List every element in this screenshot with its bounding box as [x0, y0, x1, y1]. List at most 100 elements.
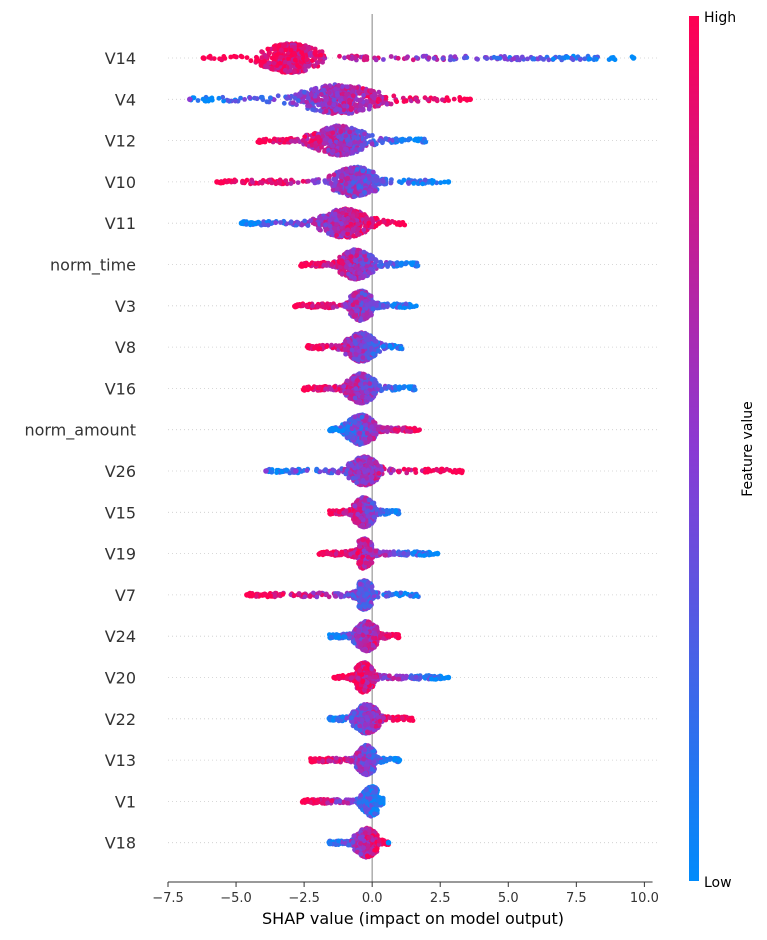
- feature-points-v16: [300, 371, 418, 406]
- data-point: [380, 178, 386, 184]
- data-point: [591, 57, 597, 63]
- data-point: [447, 57, 453, 63]
- data-point: [360, 261, 366, 267]
- data-point: [272, 136, 277, 142]
- data-point: [259, 55, 265, 60]
- data-point: [202, 98, 208, 104]
- data-point: [354, 299, 359, 305]
- data-point: [323, 108, 329, 114]
- data-point: [352, 175, 358, 181]
- data-point: [384, 101, 390, 107]
- data-point: [320, 304, 326, 310]
- data-point: [511, 56, 516, 62]
- data-point: [336, 83, 341, 88]
- data-point: [403, 261, 409, 267]
- data-point: [361, 92, 366, 98]
- data-point: [299, 50, 304, 55]
- data-point: [244, 55, 250, 60]
- data-point: [321, 140, 327, 146]
- data-point: [233, 178, 239, 184]
- data-point: [220, 180, 226, 186]
- data-point: [301, 302, 306, 308]
- data-point: [313, 143, 318, 149]
- data-point: [373, 141, 379, 147]
- data-point: [398, 345, 404, 351]
- data-point: [328, 180, 334, 186]
- data-point: [334, 222, 339, 227]
- data-point: [403, 55, 409, 61]
- data-point: [349, 267, 354, 273]
- data-point: [310, 178, 316, 184]
- data-point: [329, 262, 334, 267]
- data-point: [364, 302, 370, 307]
- data-point: [412, 387, 418, 393]
- data-point: [570, 57, 576, 63]
- data-point: [315, 260, 321, 266]
- data-point: [360, 107, 366, 113]
- data-point: [357, 147, 363, 152]
- data-point: [288, 47, 294, 53]
- data-point: [311, 131, 317, 137]
- data-point: [283, 178, 289, 184]
- data-point: [345, 175, 350, 181]
- data-point: [306, 178, 311, 184]
- data-point: [330, 148, 336, 154]
- data-point: [373, 57, 379, 63]
- data-point: [361, 227, 367, 233]
- data-point: [286, 56, 291, 62]
- data-point: [275, 51, 281, 57]
- data-point: [317, 139, 322, 145]
- data-point: [546, 57, 552, 63]
- data-point: [304, 57, 310, 63]
- data-point: [291, 50, 297, 56]
- data-point: [344, 250, 350, 256]
- data-point: [301, 45, 307, 51]
- data-point: [288, 219, 294, 225]
- data-point: [343, 181, 349, 187]
- feature-points-v11: [239, 206, 408, 240]
- data-point: [345, 227, 351, 233]
- data-point: [360, 355, 366, 360]
- data-point: [282, 42, 288, 47]
- data-point: [301, 263, 307, 269]
- data-point: [451, 96, 457, 102]
- data-point: [406, 137, 411, 143]
- data-point: [438, 180, 443, 186]
- data-point: [216, 95, 222, 101]
- data-point: [269, 180, 275, 186]
- data-point: [362, 273, 367, 279]
- data-point: [295, 180, 301, 186]
- data-point: [240, 180, 245, 186]
- data-point: [389, 219, 395, 224]
- data-point: [398, 137, 404, 143]
- data-point: [312, 63, 318, 69]
- data-point: [265, 222, 271, 228]
- data-point: [323, 215, 328, 221]
- data-point: [557, 54, 562, 60]
- data-point: [376, 96, 381, 102]
- data-point: [248, 58, 254, 64]
- data-point: [385, 264, 390, 269]
- data-point: [422, 177, 428, 183]
- data-point: [271, 60, 277, 66]
- data-point: [440, 56, 446, 61]
- data-point: [282, 67, 288, 73]
- data-point: [267, 138, 273, 144]
- data-point: [286, 60, 292, 66]
- data-point: [320, 102, 326, 108]
- data-point: [344, 84, 350, 90]
- data-point: [401, 99, 407, 104]
- data-point: [355, 227, 361, 232]
- data-point: [276, 43, 282, 48]
- data-point: [353, 290, 359, 296]
- data-point: [373, 188, 378, 193]
- data-point: [330, 143, 336, 149]
- data-point: [280, 136, 286, 142]
- data-point: [262, 58, 267, 64]
- data-point: [342, 55, 347, 61]
- data-point: [366, 333, 372, 339]
- data-point: [305, 95, 311, 101]
- data-point: [497, 55, 503, 61]
- data-point: [413, 96, 419, 102]
- data-point: [288, 181, 294, 186]
